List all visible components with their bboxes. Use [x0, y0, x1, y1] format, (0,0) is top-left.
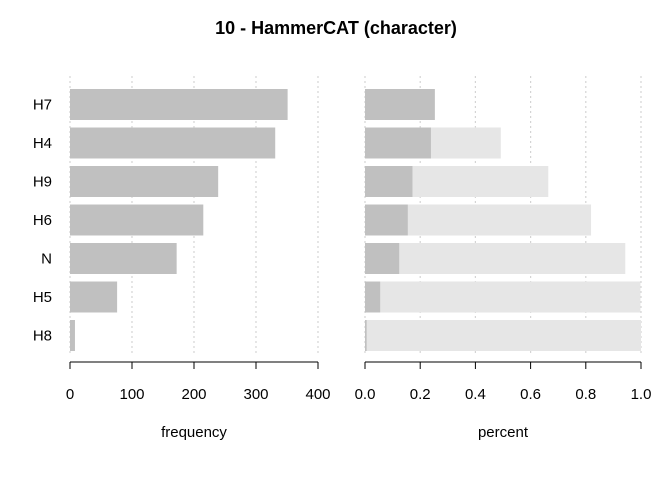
- x-tick-label: 1.0: [631, 386, 652, 403]
- x-tick-label: 0.6: [520, 386, 541, 403]
- cumulative-bar: [365, 281, 641, 313]
- x-axis-label: percent: [478, 424, 529, 441]
- frequency-bar: [70, 89, 288, 120]
- x-tick-label: 300: [243, 386, 268, 403]
- percent-bar: [365, 204, 408, 236]
- frequency-bar: [70, 243, 177, 274]
- chart-title: 10 - HammerCAT (character): [215, 18, 457, 38]
- x-tick-label: 0: [66, 386, 74, 403]
- cumulative-bar: [365, 320, 641, 351]
- x-tick-label: 400: [305, 386, 330, 403]
- percent-bar: [365, 166, 413, 197]
- percent-bar: [365, 127, 431, 159]
- frequency-bar: [70, 127, 276, 159]
- percent-bar: [365, 89, 435, 120]
- frequency-panel: H7 H4 H9 H6 N H5 H8 0 100 200 300 400 frequency: [33, 76, 331, 441]
- x-tick-label: 100: [119, 386, 144, 403]
- percent-bar: [365, 320, 367, 351]
- x-tick-label: 0.2: [410, 386, 431, 403]
- x-tick-label: 0.0: [355, 386, 376, 403]
- category-label: N: [41, 251, 52, 268]
- frequency-bar: [70, 320, 75, 351]
- frequency-bar: [70, 204, 204, 236]
- category-label: H6: [33, 212, 52, 229]
- percent-bar: [365, 243, 400, 274]
- percent-panel: 0.0 0.2 0.4 0.6 0.8 1.0 percent: [355, 76, 652, 441]
- category-label: H5: [33, 289, 52, 306]
- x-tick-label: 200: [181, 386, 206, 403]
- x-tick-label: 0.4: [465, 386, 486, 403]
- category-label: H4: [33, 135, 52, 152]
- x-tick-label: 0.8: [575, 386, 596, 403]
- cumulative-bar: [365, 243, 626, 274]
- frequency-bar: [70, 281, 118, 313]
- frequency-bar: [70, 166, 219, 197]
- category-label: H8: [33, 328, 52, 345]
- category-label: H9: [33, 174, 52, 191]
- x-axis-label: frequency: [161, 424, 227, 441]
- percent-bar: [365, 281, 381, 313]
- category-label: H7: [33, 97, 52, 114]
